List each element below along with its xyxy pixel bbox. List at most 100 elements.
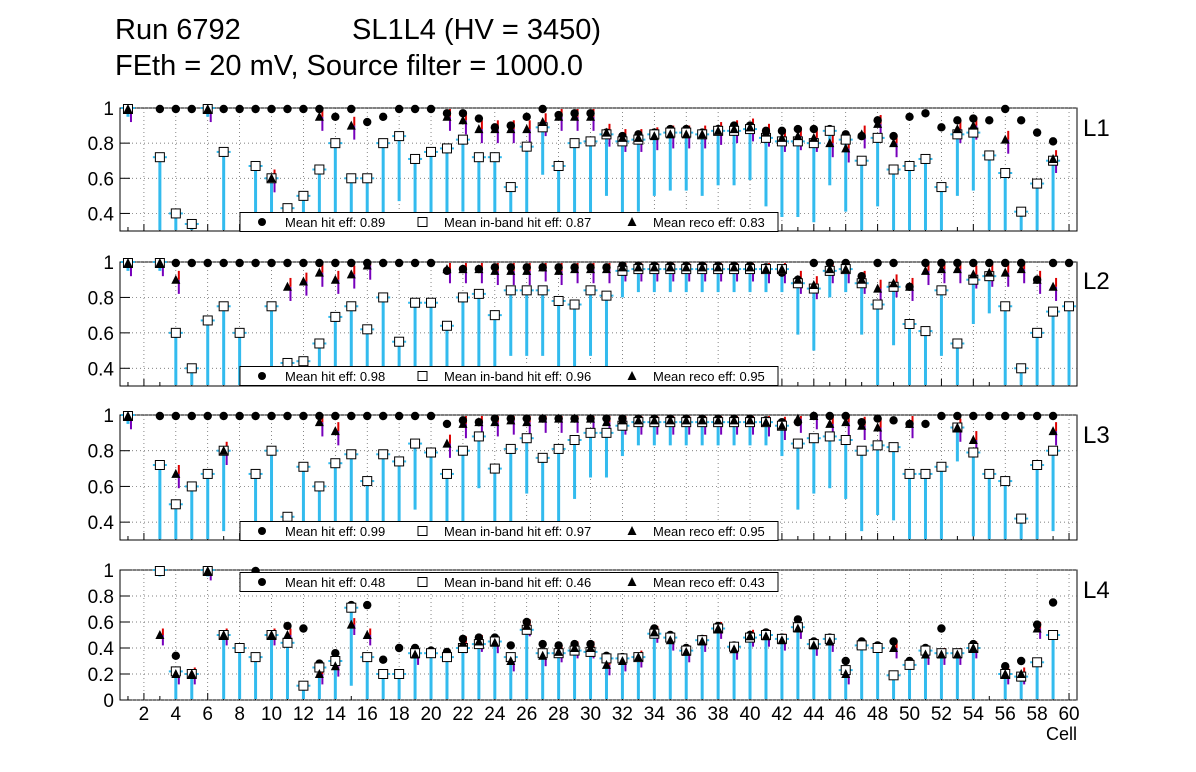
reco-eff-point <box>617 415 627 425</box>
inband-eff-point <box>856 155 867 166</box>
hit-eff-point <box>235 411 244 421</box>
x-tick-label: 4 <box>171 704 182 725</box>
panel-l2: 0.4 0.6 0.8 1 L2 Mean hit eff: 0.98 Mean in-ba… <box>88 253 1110 387</box>
reco-eff-point <box>362 260 372 270</box>
x-tick-label: 58 <box>1027 704 1048 725</box>
inband-eff-point <box>888 164 899 175</box>
inband-eff-point <box>202 315 213 326</box>
reco-eff-point <box>1048 426 1058 436</box>
inband-eff-point <box>537 452 548 463</box>
inband-eff-point <box>872 440 883 451</box>
reco-eff-point <box>570 413 580 423</box>
reco-eff-point <box>458 637 468 647</box>
inband-eff-point <box>521 433 532 444</box>
hit-eff-point <box>378 411 388 421</box>
inband-eff-point <box>250 468 261 479</box>
reco-eff-point <box>522 417 532 427</box>
hit-eff-point <box>1032 128 1042 137</box>
inband-eff-point <box>569 299 580 310</box>
reco-eff-point <box>825 418 835 428</box>
reco-eff-point <box>761 264 771 274</box>
reco-eff-point <box>538 262 548 272</box>
x-tick-label: 10 <box>261 704 282 725</box>
y-tick-label: 1 <box>103 406 114 427</box>
inband-eff-point <box>362 652 373 663</box>
x-tick-label: 24 <box>484 704 506 725</box>
inband-eff-point <box>266 301 277 312</box>
hit-eff-point <box>299 104 308 114</box>
hit-eff-point <box>905 112 914 121</box>
reco-eff-point <box>506 656 516 665</box>
hit-eff-point <box>1016 258 1026 268</box>
reco-eff-point <box>570 111 580 121</box>
hit-eff-point <box>1048 137 1058 146</box>
inband-eff-point <box>856 445 867 456</box>
hit-eff-point <box>283 104 292 114</box>
inband-eff-point <box>808 433 819 444</box>
reco-eff-point <box>617 656 627 665</box>
reco-eff-point <box>522 265 532 275</box>
inband-eff-point <box>984 468 995 479</box>
hit-eff-point <box>1064 258 1074 268</box>
reco-eff-point <box>665 129 675 139</box>
reco-eff-point <box>586 264 596 274</box>
conditions-title: FEth = 20 mV, Source filter = 1000.0 <box>115 50 584 82</box>
hit-eff-point <box>251 411 260 421</box>
hit-eff-point <box>442 419 452 429</box>
inband-eff-point <box>282 511 293 522</box>
reco-eff-point <box>777 264 787 274</box>
reco-eff-point <box>793 274 803 284</box>
inband-eff-point <box>186 218 197 229</box>
inband-eff-point <box>346 301 357 312</box>
x-tick-label: 50 <box>899 704 920 725</box>
reco-eff-point <box>761 127 771 137</box>
hit-eff-point <box>506 641 515 650</box>
reco-eff-point <box>633 262 643 272</box>
hit-eff-point <box>299 258 308 268</box>
legend: Mean hit eff: 0.89 Mean in-band hit eff: … <box>239 212 779 232</box>
legend-hit-label: Mean hit eff: 0.48 <box>285 575 385 590</box>
inband-eff-point <box>1032 460 1043 470</box>
inband-eff-point <box>792 438 803 449</box>
reco-eff-point <box>267 630 277 639</box>
reco-eff-point <box>936 649 946 659</box>
hit-eff-point <box>937 411 946 421</box>
inband-eff-point <box>330 138 341 149</box>
reco-eff-point <box>793 131 803 141</box>
y-tick-label: 1 <box>103 253 114 274</box>
hit-eff-point <box>283 621 292 631</box>
hit-eff-point <box>921 109 930 118</box>
reco-eff-point <box>649 415 659 425</box>
reco-eff-point <box>920 649 930 659</box>
inband-eff-point <box>378 669 389 679</box>
run-title: Run 6792 <box>115 14 241 46</box>
hit-eff-point <box>985 116 994 125</box>
hit-eff-point <box>825 258 834 268</box>
x-tick-label: 8 <box>234 704 245 725</box>
inband-eff-point <box>298 190 309 201</box>
y-tick-label: 1 <box>103 561 114 582</box>
reco-eff-point <box>458 115 468 125</box>
inband-eff-point <box>218 146 229 157</box>
reco-eff-point <box>968 435 978 444</box>
inband-eff-point <box>441 468 452 479</box>
inband-eff-point <box>1048 630 1059 640</box>
inband-eff-point <box>426 297 437 308</box>
reco-eff-point <box>601 264 611 274</box>
reco-eff-point <box>601 417 611 427</box>
reco-eff-point <box>857 420 867 430</box>
inband-eff-point <box>170 499 181 510</box>
x-tick-label: 48 <box>867 704 888 725</box>
hit-eff-point <box>889 131 898 141</box>
reco-eff-point <box>1032 274 1042 284</box>
hit-eff-point <box>203 411 212 421</box>
legend-hit-marker <box>258 578 266 586</box>
inband-eff-point <box>936 182 947 193</box>
reco-eff-point <box>601 659 611 669</box>
hit-eff-point <box>1048 411 1058 421</box>
inband-eff-point <box>426 648 437 659</box>
inband-eff-point <box>920 326 931 337</box>
reco-eff-point <box>761 631 771 641</box>
inband-eff-point <box>1016 206 1027 217</box>
